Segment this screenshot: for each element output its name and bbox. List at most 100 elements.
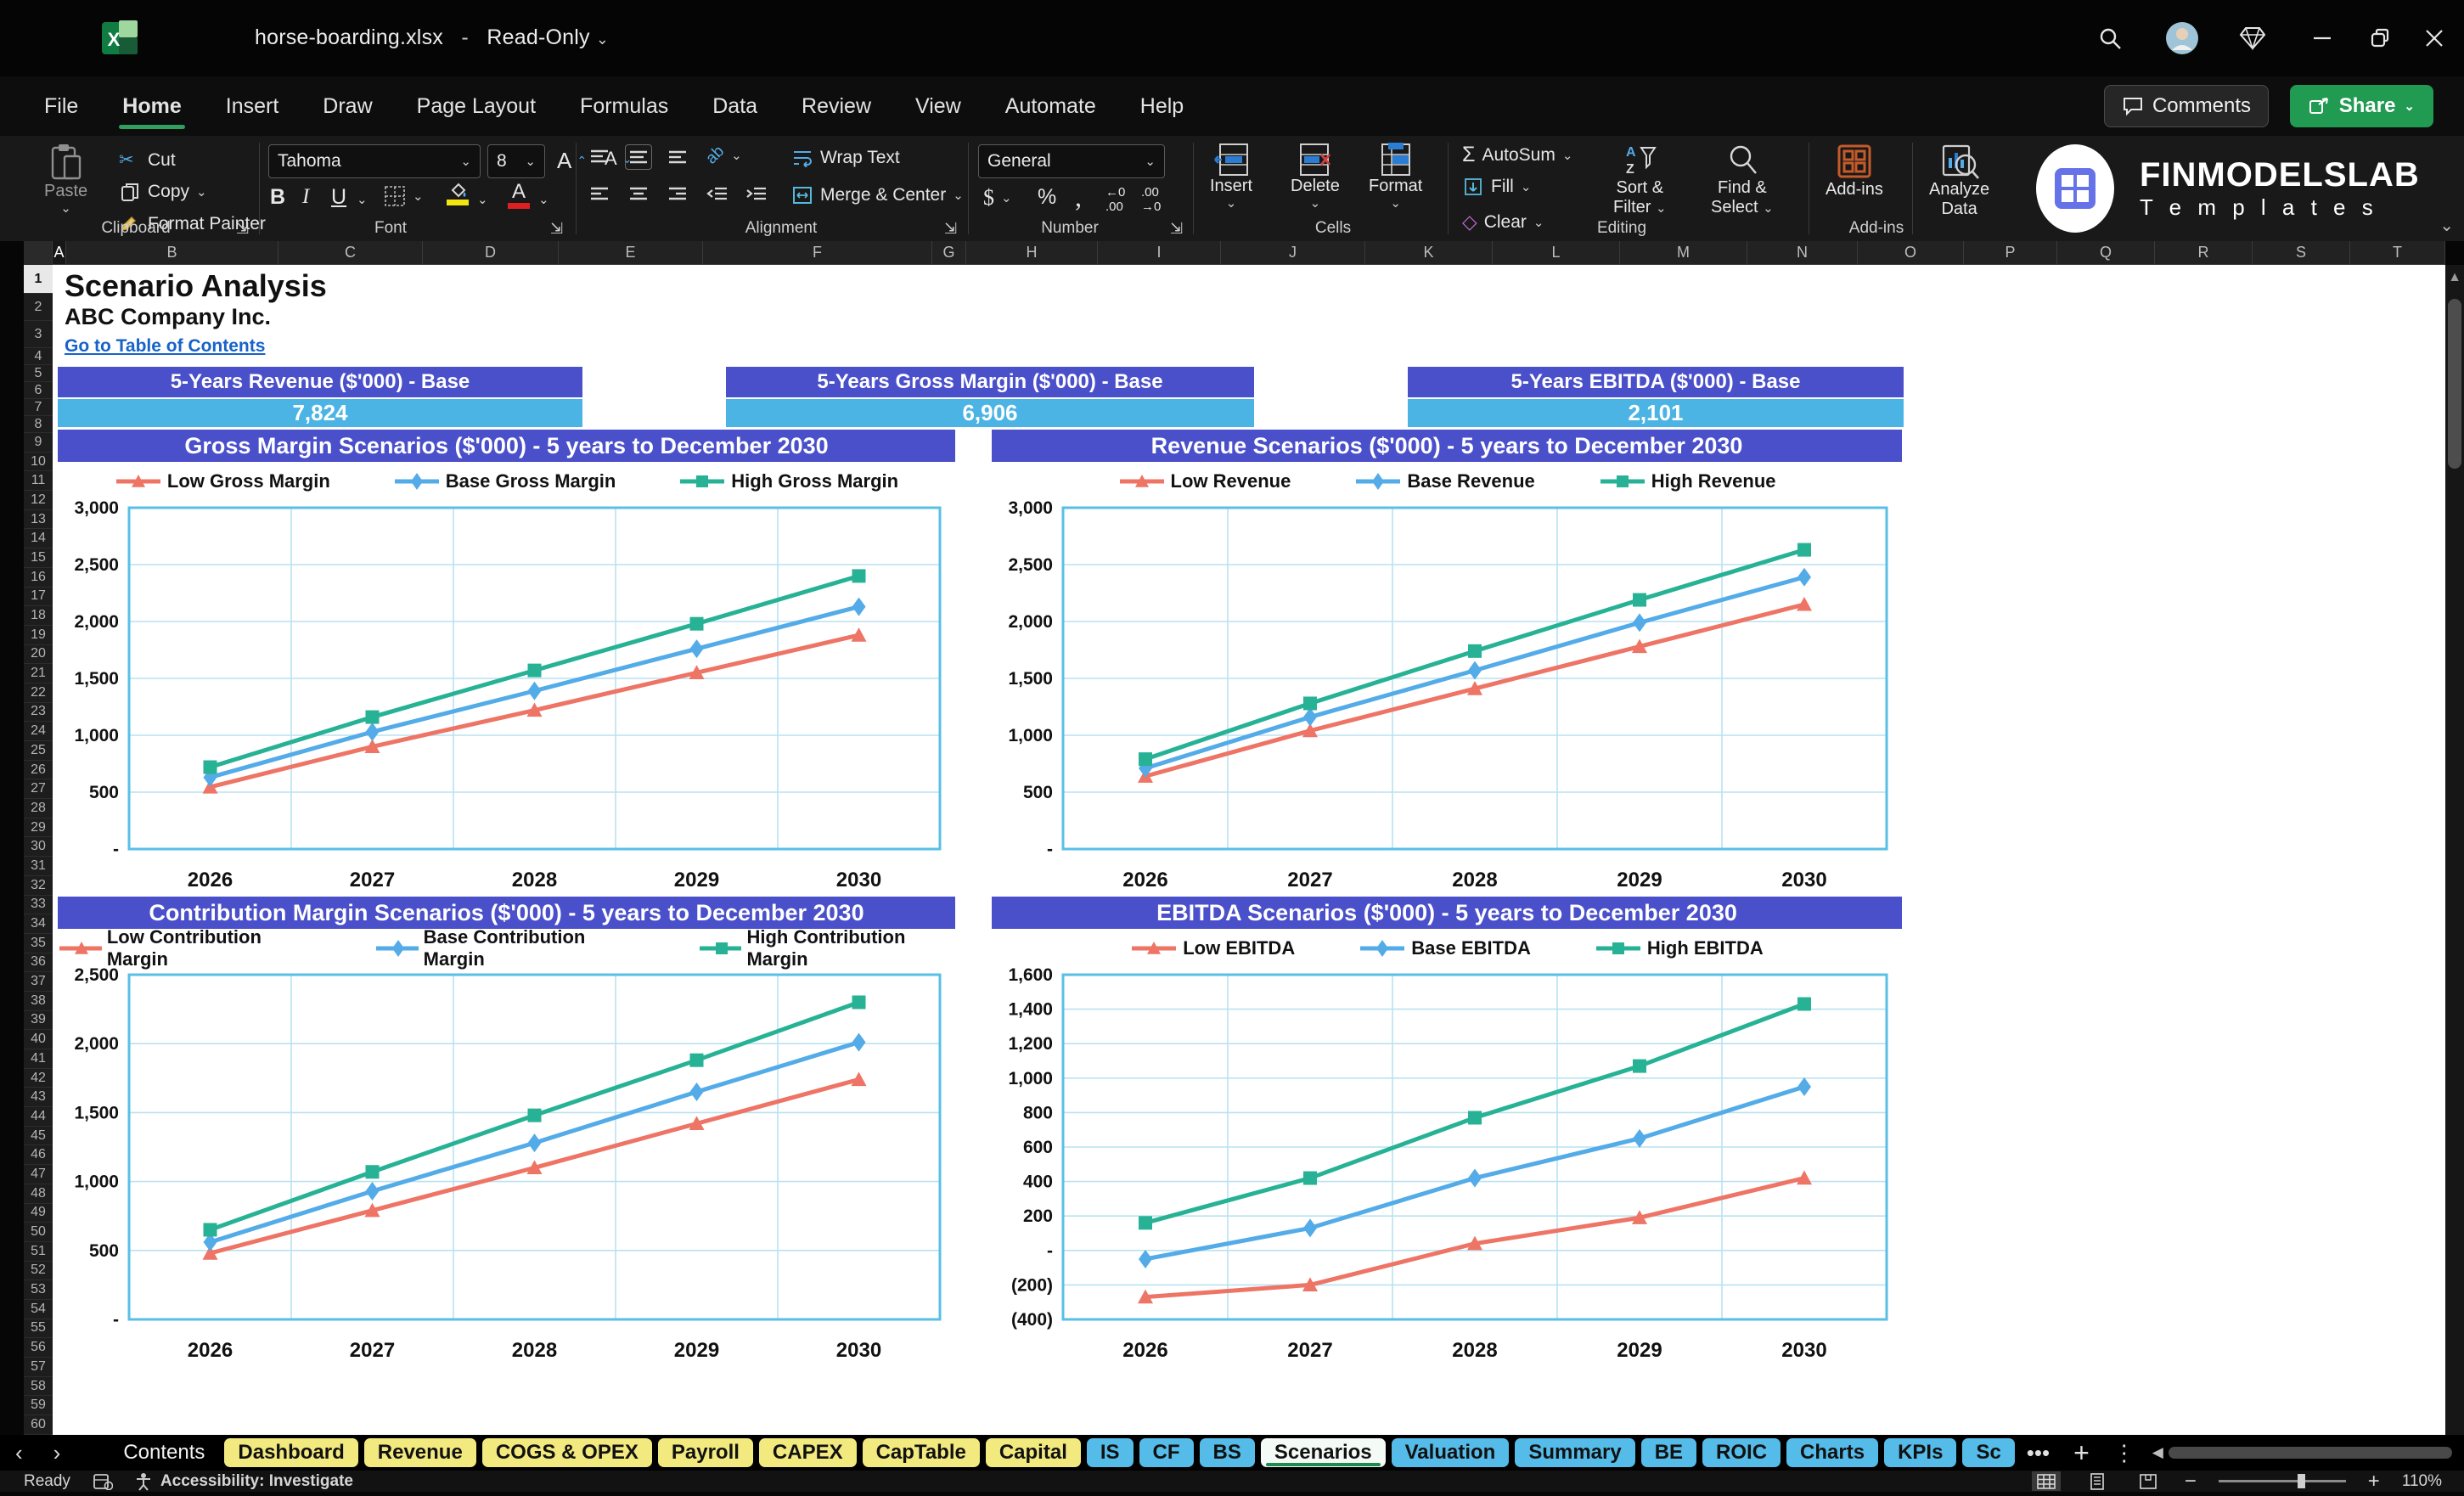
- analyze-data-button[interactable]: Analyze Data: [1929, 143, 1989, 219]
- row-header-28[interactable]: 28: [24, 799, 53, 818]
- row-header-21[interactable]: 21: [24, 664, 53, 683]
- font-size-select[interactable]: 8 ⌄: [487, 144, 545, 178]
- decrease-decimal-button[interactable]: .00 →0: [1141, 185, 1162, 214]
- row-header-17[interactable]: 17: [24, 588, 53, 607]
- font-color-button[interactable]: A: [508, 182, 530, 209]
- row-header-14[interactable]: 14: [24, 529, 53, 549]
- row-header-51[interactable]: 51: [24, 1242, 53, 1262]
- column-header-S[interactable]: S: [2253, 241, 2350, 264]
- zoom-slider[interactable]: [2218, 1474, 2346, 1488]
- minimize-button[interactable]: [2299, 15, 2345, 61]
- close-button[interactable]: [2411, 15, 2457, 61]
- sheet-tab-roic[interactable]: ROIC: [1702, 1438, 1781, 1467]
- column-header-A[interactable]: A: [53, 241, 66, 264]
- premium-diamond-icon[interactable]: [2230, 15, 2276, 61]
- column-header-P[interactable]: P: [1964, 241, 2057, 264]
- row-header-41[interactable]: 41: [24, 1049, 53, 1069]
- select-all-corner[interactable]: [24, 241, 53, 265]
- clipboard-dialog-launcher[interactable]: ⇲: [236, 220, 250, 237]
- row-header-52[interactable]: 52: [24, 1262, 53, 1281]
- document-title[interactable]: horse-boarding.xlsx - Read-Only ⌄: [255, 25, 610, 49]
- sheet-tab-capital[interactable]: Capital: [985, 1438, 1081, 1467]
- normal-view-button[interactable]: [2031, 1471, 2061, 1491]
- sheet-tab-valuation[interactable]: Valuation: [1391, 1438, 1510, 1467]
- accessibility-icon[interactable]: [135, 1472, 152, 1491]
- align-right-icon[interactable]: [667, 185, 688, 204]
- row-header-20[interactable]: 20: [24, 645, 53, 665]
- underline-dropdown[interactable]: ⌄: [357, 193, 368, 207]
- row-header-37[interactable]: 37: [24, 972, 53, 992]
- row-header-57[interactable]: 57: [24, 1358, 53, 1377]
- decrease-indent-icon[interactable]: [706, 185, 729, 204]
- row-header-34[interactable]: 34: [24, 914, 53, 934]
- row-header-3[interactable]: 3: [24, 321, 53, 348]
- zoom-out-button[interactable]: −: [2184, 1469, 2197, 1493]
- column-header-N[interactable]: N: [1747, 241, 1858, 264]
- column-header-K[interactable]: K: [1365, 241, 1493, 264]
- cut-button[interactable]: ✂ Cut: [119, 149, 176, 171]
- decrease-font-icon[interactable]: A ⌄: [605, 148, 633, 169]
- sheet-tab-is[interactable]: IS: [1086, 1438, 1134, 1467]
- align-top-icon[interactable]: [589, 148, 610, 166]
- tabs-next-arrow[interactable]: ›: [53, 1439, 61, 1465]
- insert-cells-button[interactable]: Insert ⌄: [1210, 143, 1252, 211]
- row-header-24[interactable]: 24: [24, 722, 53, 741]
- ribbon-tab-automate[interactable]: Automate: [1004, 93, 1096, 118]
- sheet-tab-contents[interactable]: Contents: [123, 1441, 205, 1464]
- row-header-49[interactable]: 49: [24, 1204, 53, 1223]
- increase-decimal-button[interactable]: ←0.00: [1105, 185, 1126, 214]
- row-header-36[interactable]: 36: [24, 953, 53, 973]
- row-header-58[interactable]: 58: [24, 1377, 53, 1397]
- row-header-30[interactable]: 30: [24, 837, 53, 858]
- sheet-tab-payroll[interactable]: Payroll: [657, 1438, 753, 1467]
- ribbon-tab-draw[interactable]: Draw: [323, 93, 373, 118]
- row-header-31[interactable]: 31: [24, 857, 53, 876]
- zoom-level[interactable]: 110%: [2401, 1471, 2442, 1490]
- scroll-left-arrow[interactable]: ◀: [2152, 1444, 2163, 1460]
- italic-button[interactable]: I: [302, 185, 310, 208]
- column-header-G[interactable]: G: [932, 241, 966, 264]
- addins-button[interactable]: Add-ins: [1825, 143, 1883, 200]
- sheet-tab-cogs-opex[interactable]: COGS & OPEX: [481, 1438, 652, 1467]
- find-select-button[interactable]: Find & Select ⌄: [1711, 143, 1774, 217]
- row-header-46[interactable]: 46: [24, 1145, 53, 1166]
- ribbon-tab-page-layout[interactable]: Page Layout: [416, 93, 537, 118]
- ribbon-tab-view[interactable]: View: [915, 93, 961, 118]
- fill-button[interactable]: Fill ⌄: [1462, 177, 1531, 197]
- sheet-tab-be[interactable]: BE: [1640, 1438, 1697, 1467]
- row-header-56[interactable]: 56: [24, 1338, 53, 1358]
- sheet-tab-summary[interactable]: Summary: [1515, 1438, 1635, 1467]
- macro-record-icon[interactable]: [93, 1473, 113, 1490]
- row-header-2[interactable]: 2: [24, 294, 53, 321]
- tabs-overflow-button[interactable]: •••: [2026, 1439, 2051, 1465]
- row-header-12[interactable]: 12: [24, 491, 53, 510]
- horizontal-scrollbar[interactable]: ◀: [2152, 1444, 2452, 1461]
- number-format-select[interactable]: General ⌄: [978, 144, 1165, 178]
- increase-font-icon[interactable]: A ⌃: [557, 148, 588, 173]
- column-header-L[interactable]: L: [1493, 241, 1620, 264]
- vertical-scroll-thumb[interactable]: [2448, 299, 2461, 469]
- comments-button[interactable]: Comments: [2103, 85, 2269, 127]
- delete-cells-button[interactable]: Delete ⌄: [1291, 143, 1340, 211]
- avatar[interactable]: [2159, 15, 2205, 61]
- percent-format-button[interactable]: %: [1038, 185, 1057, 209]
- underline-button[interactable]: U: [331, 185, 347, 209]
- page-break-view-button[interactable]: [2134, 1471, 2163, 1491]
- row-header-60[interactable]: 60: [24, 1415, 53, 1435]
- wrap-text-button[interactable]: Wrap Text: [791, 148, 900, 168]
- bold-button[interactable]: B: [270, 185, 286, 209]
- row-header-39[interactable]: 39: [24, 1011, 53, 1031]
- sheet-tab-revenue[interactable]: Revenue: [363, 1438, 476, 1467]
- sheet-tab-charts[interactable]: Charts: [1786, 1438, 1879, 1467]
- row-header-54[interactable]: 54: [24, 1300, 53, 1319]
- row-header-10[interactable]: 10: [24, 453, 53, 472]
- currency-format-button[interactable]: $ ⌄: [983, 185, 1012, 210]
- row-header-7[interactable]: 7: [24, 399, 53, 416]
- page-layout-view-button[interactable]: [2083, 1471, 2112, 1491]
- row-header-23[interactable]: 23: [24, 703, 53, 723]
- restore-button[interactable]: [2357, 15, 2403, 61]
- alignment-dialog-launcher[interactable]: ⇲: [944, 220, 958, 237]
- row-header-38[interactable]: 38: [24, 992, 53, 1011]
- sheet-canvas[interactable]: Scenario Analysis ABC Company Inc. Go to…: [53, 265, 2445, 1435]
